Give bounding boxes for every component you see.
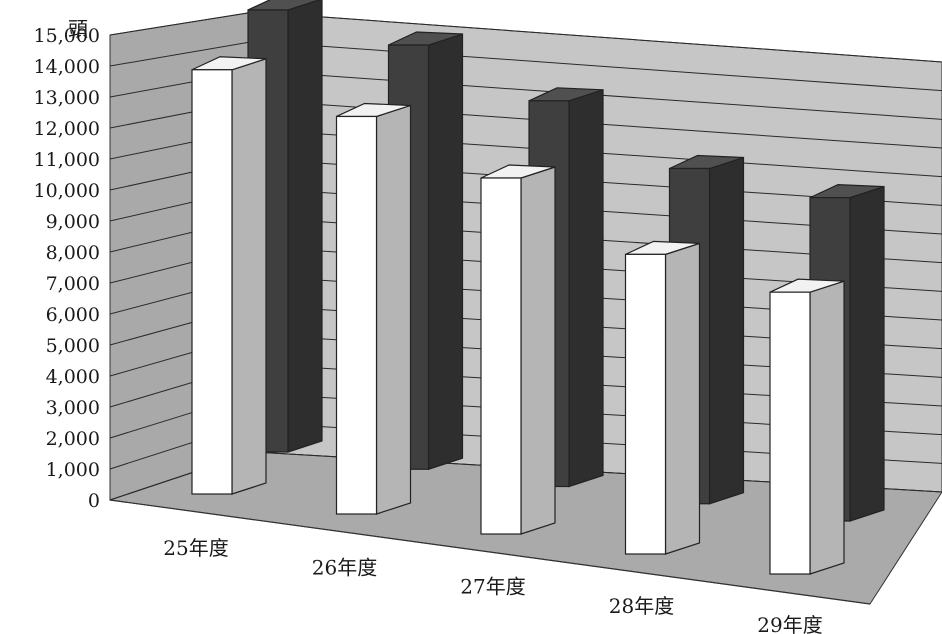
y-tick-label: 4,000 bbox=[46, 366, 100, 388]
bar-series1-side bbox=[664, 242, 701, 555]
bar-series1 bbox=[624, 240, 701, 555]
y-tick-label: 7,000 bbox=[46, 273, 100, 295]
y-tick-label: 0 bbox=[88, 490, 100, 512]
bar-series1-front bbox=[191, 69, 233, 495]
y-unit-label: 頭 bbox=[68, 17, 88, 41]
bar-series2-side bbox=[427, 33, 464, 471]
x-axis-categories: 25年度 26年度 27年度 28年度 29年度 bbox=[163, 536, 822, 634]
bar-series2-side bbox=[287, 0, 323, 453]
bar-series1-front bbox=[769, 291, 811, 575]
x-category-label: 28年度 bbox=[609, 594, 674, 618]
x-category-label: 27年度 bbox=[460, 575, 525, 599]
bar-series1-front bbox=[480, 177, 522, 535]
bar-series1-side bbox=[809, 280, 845, 575]
y-tick-label: 14,000 bbox=[34, 56, 100, 78]
bar-series1-front bbox=[624, 253, 667, 555]
bar-series1-front bbox=[335, 115, 378, 515]
y-tick-label: 1,000 bbox=[46, 459, 100, 481]
x-category-label: 26年度 bbox=[312, 555, 377, 579]
y-tick-label: 12,000 bbox=[34, 118, 100, 140]
y-tick-label: 9,000 bbox=[46, 211, 100, 233]
bar-series1-side bbox=[375, 104, 412, 515]
x-axis-line bbox=[109, 499, 871, 605]
bar-series1 bbox=[335, 102, 412, 515]
bars bbox=[191, 0, 885, 575]
bar-series1-side bbox=[520, 166, 556, 535]
bar-series1-side bbox=[231, 57, 267, 495]
y-tick-label: 8,000 bbox=[46, 242, 100, 264]
y-tick-label: 2,000 bbox=[46, 428, 100, 450]
bar-series1 bbox=[769, 278, 845, 575]
bar-series1 bbox=[191, 56, 267, 495]
x-category-label: 29年度 bbox=[757, 613, 822, 634]
x-category-label: 25年度 bbox=[163, 536, 228, 560]
y-tick-label: 6,000 bbox=[46, 304, 100, 326]
y-tick-label: 13,000 bbox=[34, 87, 100, 109]
y-tick-label: 15,000 bbox=[34, 25, 100, 47]
y-tick-label: 10,000 bbox=[34, 180, 100, 202]
bar-series1 bbox=[480, 164, 556, 535]
bar-series2-side bbox=[568, 89, 604, 488]
y-tick-label: 11,000 bbox=[34, 149, 100, 171]
bar-series2-side bbox=[849, 185, 885, 522]
y-tick-label: 3,000 bbox=[46, 397, 100, 419]
bar-series2-side bbox=[708, 156, 745, 505]
y-tick-label: 5,000 bbox=[46, 335, 100, 357]
y-axis-ticks: 0 1,000 2,000 3,000 4,000 5,000 6,000 7,000 8,00… bbox=[34, 25, 100, 512]
